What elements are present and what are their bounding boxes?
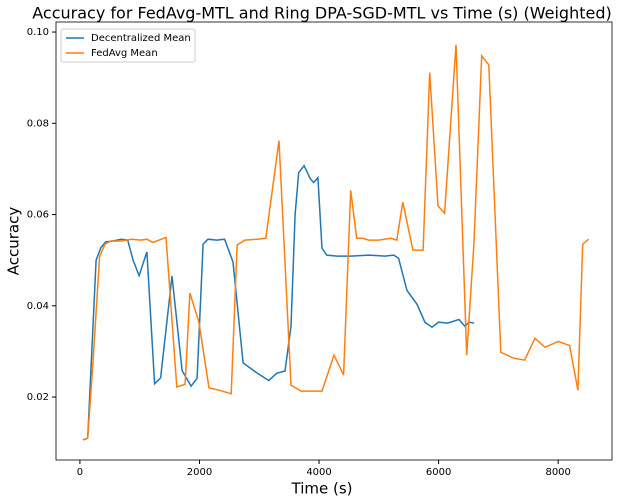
x-axis-label: Time (s) <box>291 480 353 498</box>
x-tick-label: 6000 <box>426 467 451 478</box>
y-tick-label: 0.02 <box>27 392 49 403</box>
y-tick-label: 0.10 <box>27 27 49 38</box>
x-tick-label: 2000 <box>187 467 212 478</box>
series-line <box>82 164 475 441</box>
chart-title: Accuracy for FedAvg-MTL and Ring DPA-SGD… <box>32 4 611 23</box>
y-axis-label: Accuracy <box>5 207 23 276</box>
series-line <box>82 44 590 441</box>
y-tick-label: 0.06 <box>27 210 49 221</box>
legend-label: FedAvg Mean <box>91 48 158 59</box>
plot-frame <box>55 21 613 461</box>
y-tick-label: 0.04 <box>27 301 49 312</box>
y-tick-label: 0.08 <box>27 118 49 129</box>
x-tick-label: 0 <box>77 467 83 478</box>
x-tick-label: 8000 <box>545 467 570 478</box>
legend-box <box>60 28 196 63</box>
x-tick-label: 4000 <box>306 467 331 478</box>
legend-label: Decentralized Mean <box>91 33 191 44</box>
legend: Decentralized Mean FedAvg Mean <box>60 28 196 63</box>
